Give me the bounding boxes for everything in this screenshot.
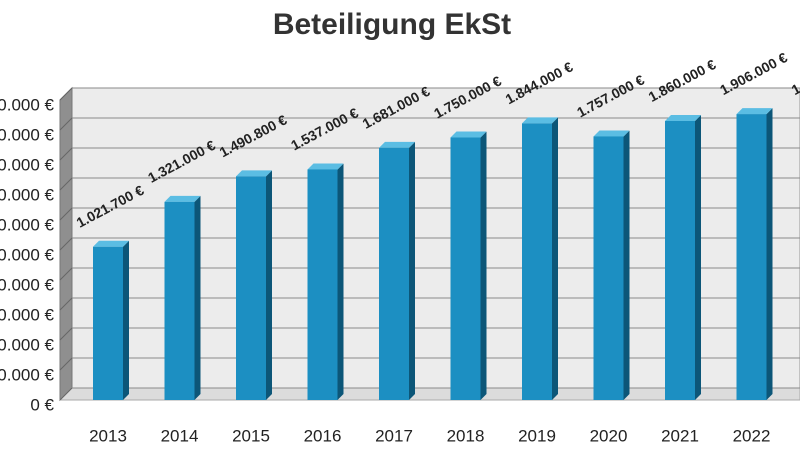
bar [593, 136, 624, 400]
y-tick-label: 400.000 € [0, 335, 55, 354]
y-tick-label: 1.200.000 € [0, 215, 55, 234]
bar-top [450, 131, 487, 138]
x-tick-label: 2017 [375, 426, 413, 445]
grid-line-side [59, 387, 73, 401]
x-tick-label: 2018 [447, 426, 485, 445]
bar-top [164, 195, 201, 202]
y-tick-label: 1.800.000 € [0, 125, 55, 144]
grid-line-side [59, 87, 73, 101]
bar-top [593, 130, 630, 137]
bar-top [522, 117, 558, 124]
bar [522, 123, 552, 401]
bar-side [623, 130, 630, 400]
y-tick-label: 200.000 € [0, 365, 55, 384]
bar-top [665, 115, 701, 121]
grid-line-side [59, 177, 73, 191]
bar-side [266, 170, 272, 400]
bar-top [379, 141, 415, 148]
bar [450, 137, 481, 400]
y-tick-label: 1.400.000 € [0, 185, 55, 204]
bar [236, 176, 266, 400]
bar-side [695, 115, 701, 400]
y-tick-label: 600.000 € [0, 305, 55, 324]
y-tick-label: 800.000 € [0, 275, 55, 294]
bar-side [337, 163, 344, 400]
grid-line-side [59, 207, 73, 221]
bar-side [552, 117, 558, 401]
bar [665, 121, 695, 400]
x-tick-label: 2014 [161, 426, 199, 445]
bar-side [194, 195, 201, 400]
x-tick-label: 2013 [89, 426, 127, 445]
chart-title: Beteiligung EkSt [273, 8, 511, 41]
bar-top [236, 170, 272, 177]
grid-line-side [59, 297, 73, 311]
grid-line-side [59, 267, 73, 281]
bar [379, 147, 409, 400]
x-tick-label: 2022 [733, 426, 771, 445]
x-tick-label: 2020 [590, 426, 628, 445]
y-tick-label: 0 € [30, 395, 54, 414]
x-tick-label: 2016 [304, 426, 342, 445]
bar-side [123, 240, 129, 400]
x-tick-label: 2021 [661, 426, 699, 445]
y-tick-label: 1.000.000 € [0, 245, 55, 264]
bar-side [766, 108, 773, 400]
bar [307, 169, 338, 400]
bar-top [736, 108, 773, 115]
grid-line-side [59, 147, 73, 161]
y-tick-label: 2.000.000 € [0, 95, 55, 114]
grid-line-side [59, 327, 73, 341]
bar-top [93, 240, 129, 247]
x-tick-label: 2015 [232, 426, 270, 445]
bar-side [480, 131, 487, 400]
bar [93, 246, 123, 400]
bar [736, 114, 767, 400]
x-tick-label: 2019 [518, 426, 556, 445]
bar-top [307, 163, 344, 170]
grid-line-side [59, 237, 73, 251]
y-tick-label: 1.600.000 € [0, 155, 55, 174]
bar-side [409, 141, 415, 400]
grid-line-side [59, 117, 73, 131]
bar [164, 201, 195, 400]
grid-line-side [59, 357, 73, 371]
